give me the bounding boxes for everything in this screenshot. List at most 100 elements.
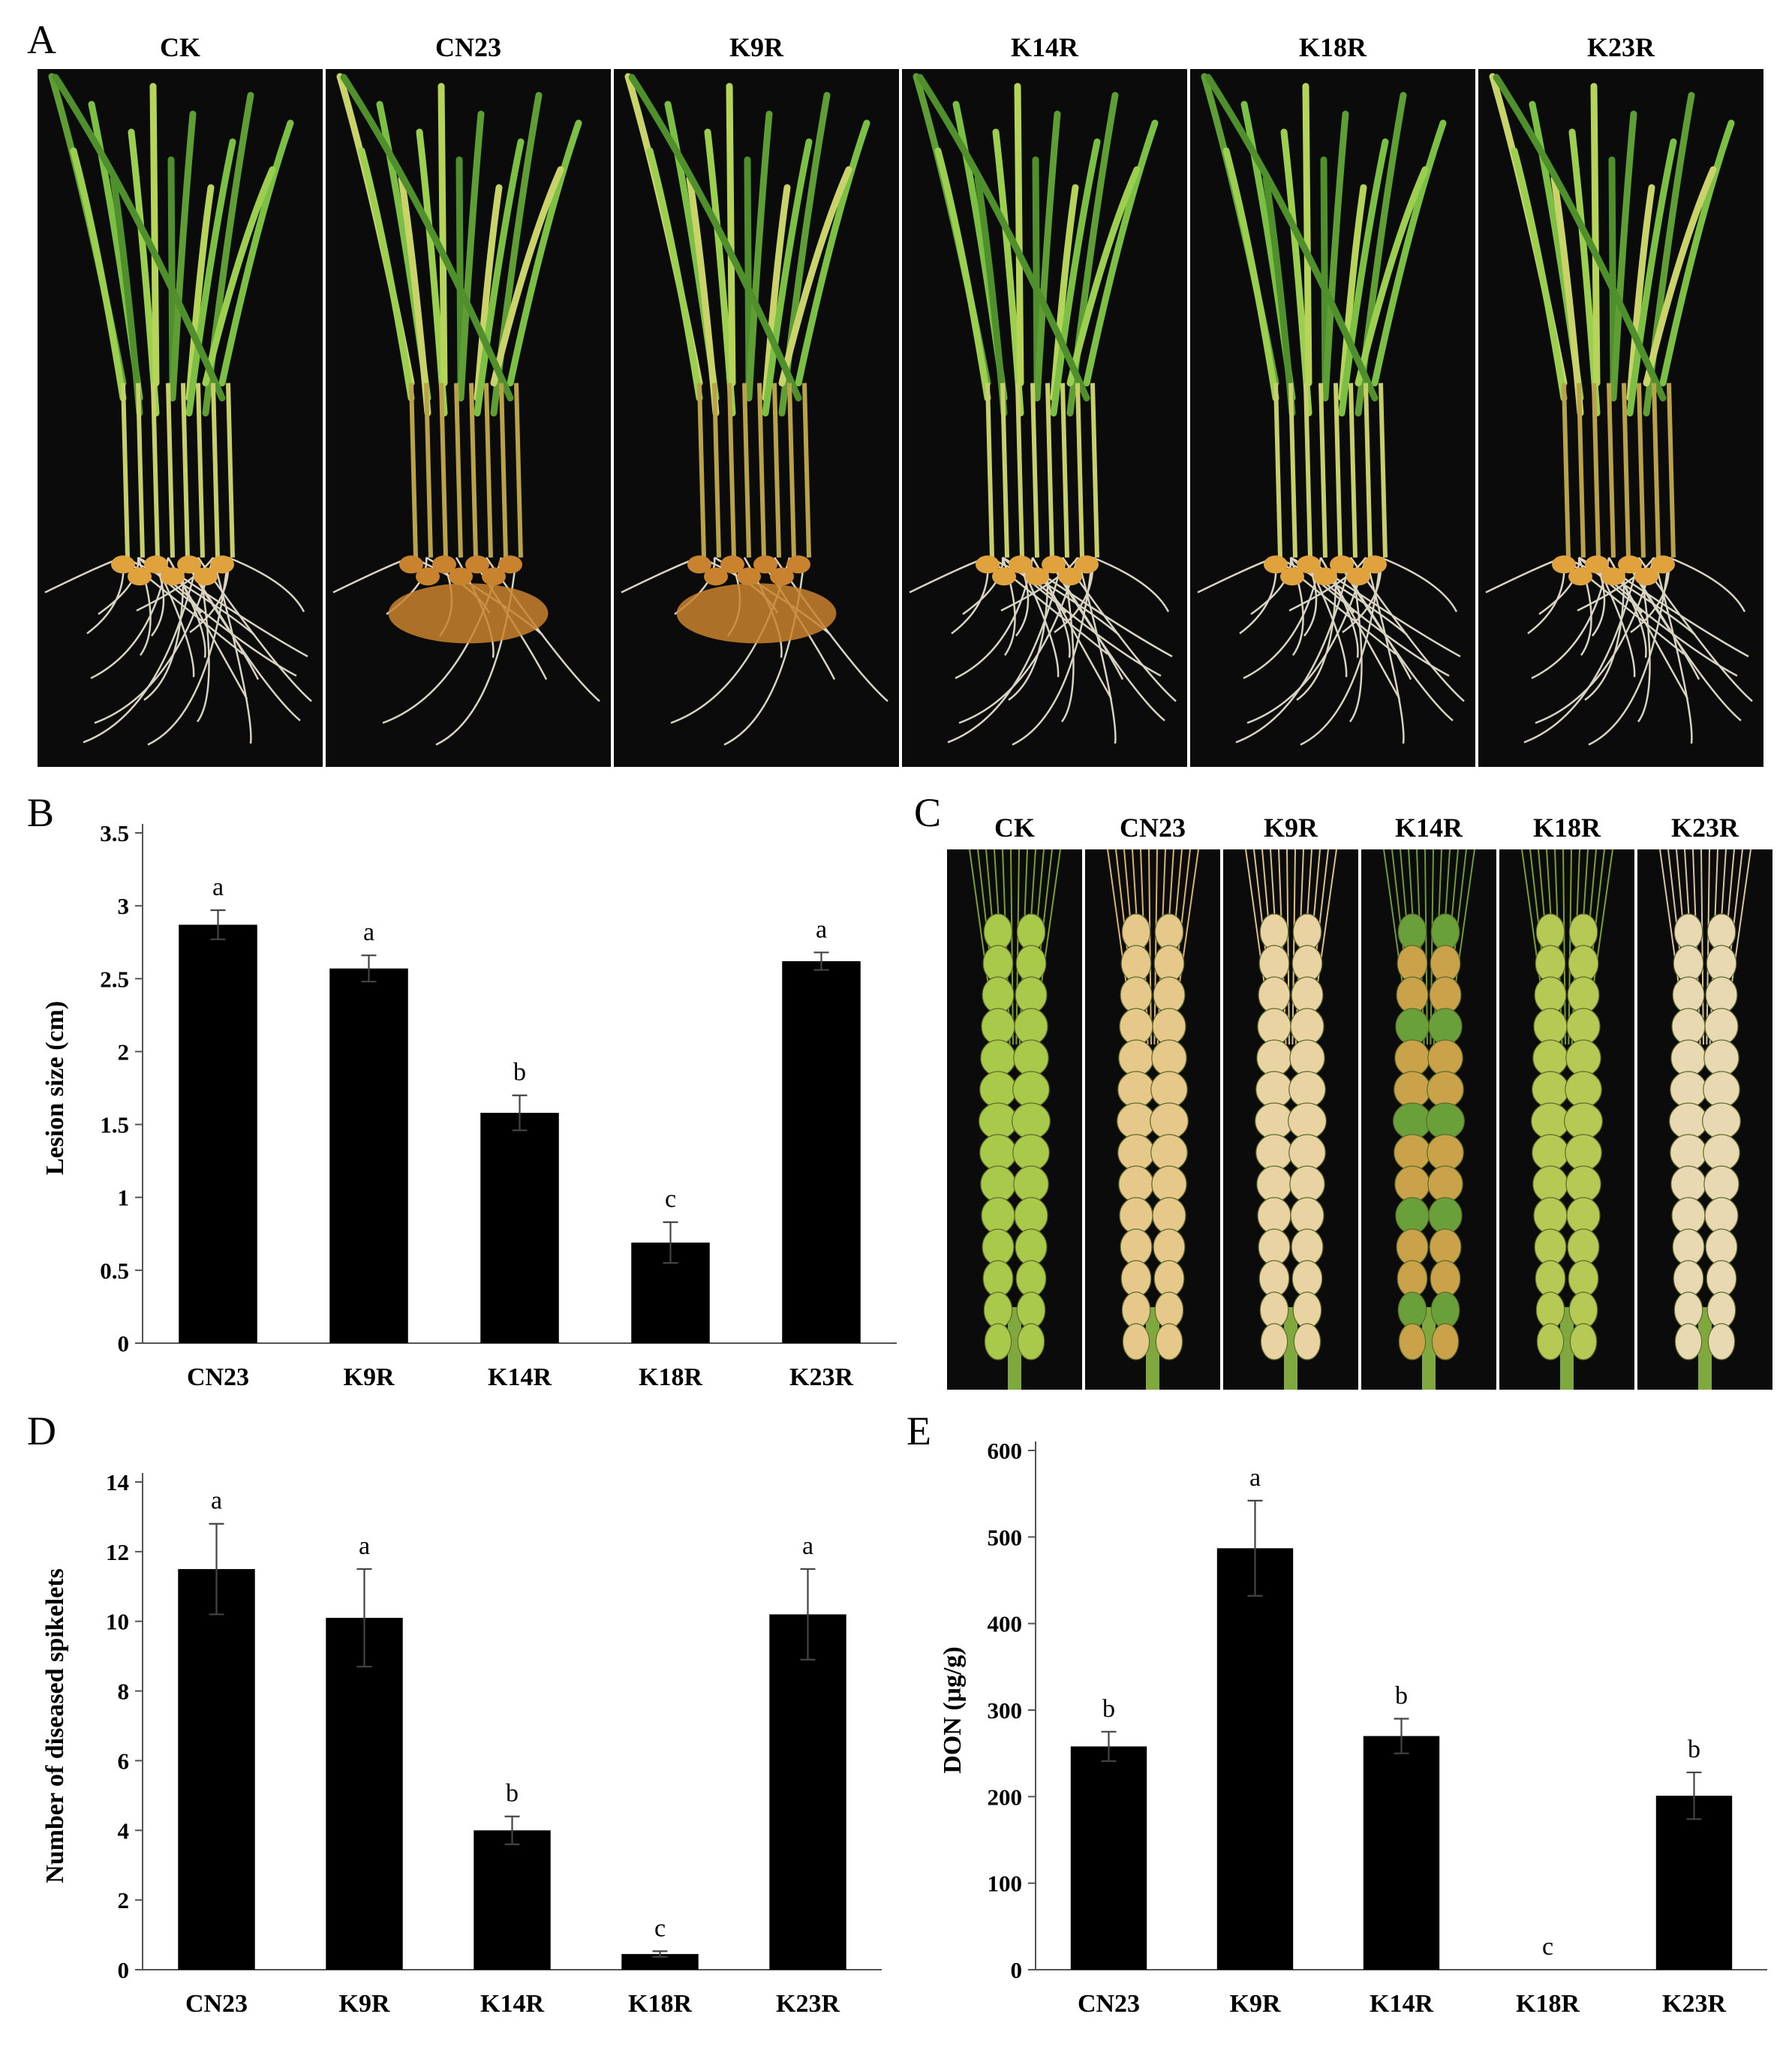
y-tick-label: 500 [988,1524,1023,1550]
y-tick-label: 12 [106,1539,129,1565]
x-tick-label: CN23 [185,1990,248,2018]
y-tick-label: 400 [988,1611,1023,1637]
x-tick-label: CN23 [187,1363,249,1391]
significance-letter: a [1249,1464,1261,1492]
y-tick-label: 200 [988,1784,1023,1810]
seedling-label: K9R [729,32,783,62]
significance-letter: c [665,1186,676,1213]
y-tick-label: 1.5 [100,1112,129,1138]
seedling-label: CK [160,32,200,62]
seedling-photo [614,69,899,767]
seedling-photo [326,69,611,767]
x-tick-label: K18R [639,1363,702,1391]
bar [769,1614,846,1970]
x-tick-label: K23R [776,1990,840,2018]
significance-letter: a [359,1532,370,1560]
x-tick-label: K18R [1516,1990,1580,2018]
y-tick-label: 10 [106,1609,129,1635]
y-tick-label: 2 [118,1039,130,1065]
bar [480,1113,559,1343]
seedling-photo [1190,69,1475,767]
x-tick-label: K18R [628,1990,692,2018]
panel-a-letter: A [27,17,56,62]
seedling-label: K23R [1587,32,1655,62]
y-tick-label: 3.5 [100,820,129,846]
bar [179,924,257,1343]
spike-photo [1637,849,1772,1390]
significance-letter: b [1102,1695,1115,1723]
seedling-label: K18R [1299,32,1367,62]
panel-c-letter: C [914,790,942,835]
x-tick-label: K23R [1662,1990,1726,2018]
significance-letter: c [1542,1933,1553,1961]
bar [782,960,861,1343]
spike-photo [947,849,1082,1390]
spike-photo [1361,849,1496,1390]
significance-letter: b [513,1059,526,1087]
significance-letter: a [212,873,224,901]
y-tick-label: 4 [118,1817,130,1844]
bar [1070,1746,1147,1970]
bar [326,1618,403,1970]
panel-d-letter: D [27,1408,56,1453]
significance-letter: b [1688,1736,1700,1763]
significance-letter: a [816,915,827,943]
significance-letter: a [363,918,374,946]
spike-label: K14R [1395,813,1463,843]
seedling-label: K14R [1011,32,1078,62]
x-tick-label: CN23 [1078,1990,1140,2018]
bar [329,968,408,1343]
significance-letter: b [506,1780,519,1808]
y-axis-label: Lesion size (cm) [41,1001,69,1175]
seedling-photo [38,69,323,767]
y-tick-label: 100 [988,1871,1023,1897]
bar [621,1954,699,1970]
y-tick-label: 1 [118,1185,130,1211]
y-tick-label: 0 [118,1330,130,1357]
spike-photo [1223,849,1358,1390]
panel-b-letter: B [27,790,55,835]
bar [1655,1796,1733,1970]
don-chart: DON (μg/g) 0 100 200 300 400 500 600 b CN23 a K9R b K… [938,1437,1778,2041]
spike-photo [1499,849,1634,1390]
y-tick-label: 3 [118,893,130,919]
x-tick-label: K14R [480,1990,544,2018]
spike-label: K23R [1671,813,1739,843]
y-tick-label: 2 [118,1887,130,1913]
y-tick-label: 8 [118,1679,130,1705]
significance-letter: c [654,1914,666,1942]
x-tick-label: K9R [344,1363,395,1391]
y-tick-label: 300 [988,1697,1023,1724]
y-tick-label: 6 [118,1748,130,1774]
significance-letter: a [802,1532,813,1560]
bar [1363,1736,1440,1970]
y-axis-label: Number of diseased spikelets [41,1568,69,1883]
significance-letter: b [1395,1682,1408,1710]
spike-label: K18R [1533,813,1601,843]
spike-label: CN23 [1120,813,1186,843]
x-tick-label: K14R [1370,1990,1433,2018]
x-tick-label: K14R [488,1363,552,1391]
bar [178,1569,255,1970]
x-tick-label: K9R [339,1990,390,2018]
lesion-size-chart: Lesion size (cm) 0 0.5 1 1.5 2 2.5 3 3.5 a CN23 a K9… [38,818,908,1414]
y-tick-label: 0.5 [100,1258,129,1284]
bar [1216,1548,1294,1970]
spike-label: K9R [1264,813,1318,843]
y-tick-label: 0 [1011,1957,1023,1983]
y-tick-label: 2.5 [100,966,129,992]
y-tick-label: 14 [106,1469,129,1495]
y-tick-label: 600 [988,1438,1023,1464]
spike-photo [1085,849,1220,1390]
x-tick-label: K9R [1230,1990,1281,2018]
y-tick-label: 0 [118,1957,130,1983]
seedling-photo [1478,69,1763,767]
panel-e-letter: E [907,1408,931,1453]
x-tick-label: K23R [789,1363,853,1391]
y-axis-label: DON (μg/g) [939,1646,967,1773]
significance-letter: a [211,1487,222,1515]
seedling-photo [902,69,1187,767]
bar [474,1830,551,1970]
diseased-spikelets-chart: Number of diseased spikelets 0 2 4 6 8 10 12 14 a… [38,1437,893,2041]
spike-label: CK [994,813,1035,843]
